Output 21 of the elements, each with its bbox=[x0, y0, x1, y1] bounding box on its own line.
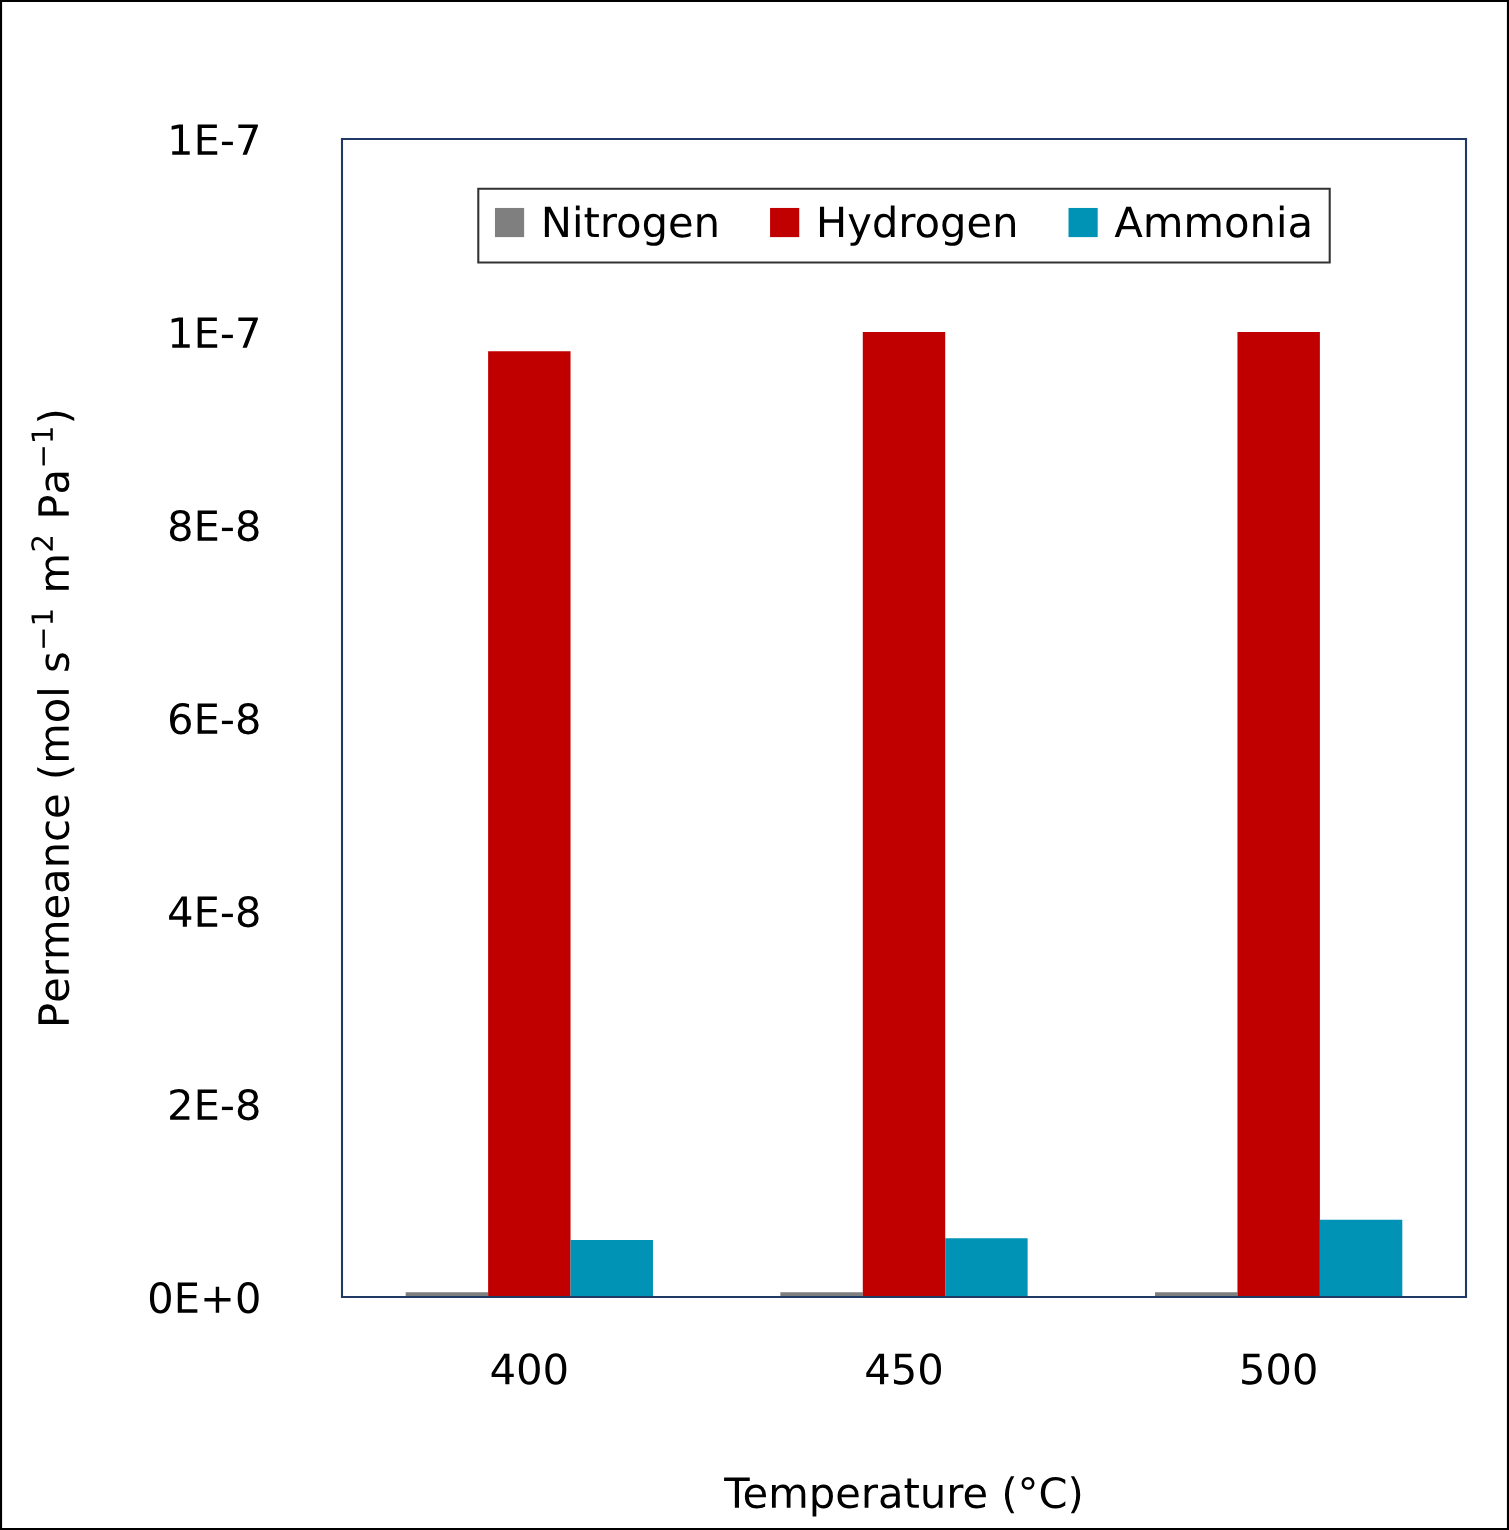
y-tick-label: 8E-8 bbox=[169, 509, 259, 542]
y-tick-label: 6E-8 bbox=[169, 702, 259, 735]
y-tick-label: 1E-7 bbox=[171, 317, 258, 348]
x-tick-label: 450 bbox=[866, 1353, 941, 1385]
y-tick-label: 4E-8 bbox=[169, 895, 259, 928]
bar bbox=[570, 1240, 653, 1297]
bar bbox=[862, 332, 946, 1297]
y-axis-title: Permeance (mol s$^{−1}$ m$^{2}$ Pa$^{−1}$) bbox=[31, 411, 75, 1024]
bar bbox=[1237, 332, 1320, 1297]
y-tick-label: 2E-8 bbox=[170, 1088, 259, 1121]
x-tick-label: 500 bbox=[1242, 1353, 1316, 1385]
bar bbox=[945, 1238, 1028, 1297]
x-tick-label: 400 bbox=[491, 1353, 567, 1385]
x-axis-title: Temperature (°C) bbox=[724, 1476, 1081, 1517]
bar bbox=[1319, 1219, 1403, 1297]
y-tick-label: 1E-7 bbox=[171, 124, 258, 155]
legend-label: Nitrogen bbox=[544, 205, 717, 246]
bar bbox=[488, 351, 571, 1297]
legend-label: Ammonia bbox=[1114, 205, 1310, 238]
legend-label: Hydrogen bbox=[819, 205, 1015, 246]
y-tick-label: 0E+0 bbox=[149, 1281, 259, 1314]
